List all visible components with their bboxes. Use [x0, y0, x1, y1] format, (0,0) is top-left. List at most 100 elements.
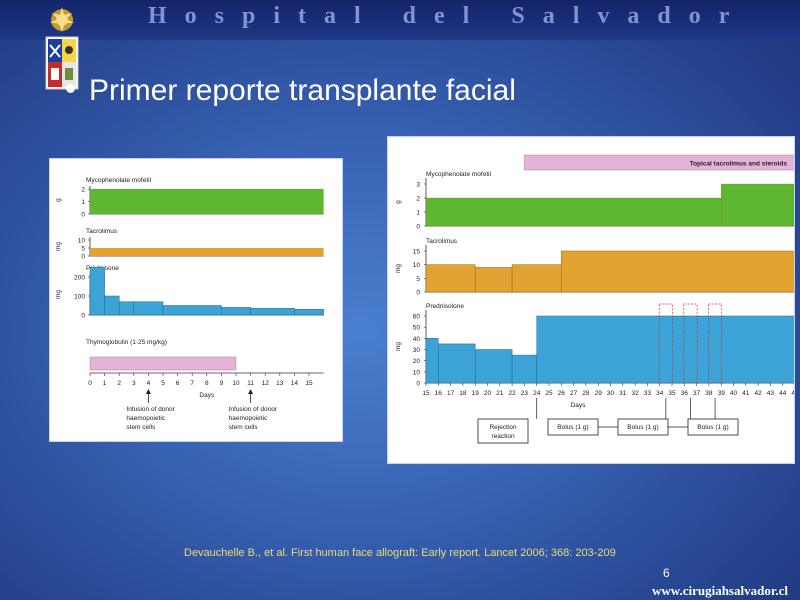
- series-label: Mycophenolate mofetil: [426, 171, 492, 178]
- bar-segment: [474, 267, 513, 293]
- bar-segment: [425, 197, 722, 227]
- bullet-dot: [66, 83, 75, 93]
- x-tick-label: 9: [220, 380, 224, 387]
- y-tick-label: 10: [78, 238, 86, 245]
- bar-segment: [536, 315, 796, 384]
- unit-label: g: [395, 200, 402, 204]
- bolus-marker: [708, 303, 723, 384]
- unit-label: mg: [395, 342, 402, 351]
- x-tick-label: 14: [291, 380, 299, 387]
- x-tick-label: 16: [435, 390, 443, 397]
- event-label: Bolus (1 g): [557, 424, 588, 431]
- bar-segment: [561, 250, 796, 293]
- bar-segment: [89, 356, 237, 371]
- y-tick-label: 1: [416, 210, 420, 217]
- x-tick-label: 32: [631, 390, 639, 397]
- bar-segment: [89, 267, 105, 316]
- unit-label: mg: [395, 264, 402, 273]
- x-tick-label: 42: [754, 390, 762, 397]
- x-tick-label: 27: [570, 390, 578, 397]
- y-tick-label: 0: [416, 224, 420, 231]
- y-tick-label: 0: [81, 313, 85, 320]
- bar-segment: [90, 189, 324, 214]
- y-tick-label: 100: [74, 294, 85, 301]
- series-label: Thymoglobulin (1·25 mg/kg): [86, 339, 167, 346]
- bolus-marker: [658, 303, 673, 384]
- bar-segment: [511, 354, 537, 384]
- y-tick-label: 5: [416, 276, 420, 283]
- y-tick-label: 200: [74, 275, 85, 282]
- bolus-marker: [683, 303, 698, 384]
- x-tick-label: 29: [595, 390, 603, 397]
- bullet-text: Primer reporte transplante facial: [89, 74, 516, 107]
- x-tick-label: 35: [668, 390, 676, 397]
- x-tick-label: 18: [459, 390, 467, 397]
- bar-segment: [425, 264, 476, 293]
- x-tick-label: 45: [791, 390, 794, 397]
- event-label: reaction: [491, 433, 515, 440]
- x-tick-label: 43: [767, 390, 775, 397]
- event-box: [687, 418, 739, 436]
- bar-segment: [90, 248, 324, 256]
- x-tick-label: 10: [232, 380, 240, 387]
- y-tick-label: 5: [81, 246, 85, 253]
- annotation-text: haemopoietic: [229, 415, 268, 422]
- x-tick-label: 11: [247, 380, 254, 387]
- x-tick-label: 40: [730, 390, 738, 397]
- y-tick-label: 10: [413, 369, 421, 376]
- x-tick-label: 0: [88, 380, 92, 387]
- bar-segment: [721, 183, 796, 227]
- x-tick-label: 38: [705, 390, 713, 397]
- y-tick-label: 15: [413, 249, 421, 256]
- y-tick-label: 30: [413, 347, 421, 354]
- bar-segment: [250, 308, 295, 316]
- x-tick-label: 13: [276, 380, 284, 387]
- y-tick-label: 2: [81, 187, 85, 194]
- bar-segment: [104, 295, 120, 316]
- bar-segment: [474, 349, 513, 384]
- y-tick-label: 2: [416, 196, 420, 203]
- bar-segment: [162, 305, 222, 316]
- x-tick-label: 22: [508, 390, 516, 397]
- y-tick-label: 0: [81, 254, 85, 261]
- x-tick-label: 33: [644, 390, 652, 397]
- y-tick-label: 50: [413, 325, 421, 332]
- website-url: www.cirugiahsalvador.cl: [652, 583, 789, 598]
- annotation-text: stem cells: [126, 424, 156, 431]
- x-tick-label: 37: [693, 390, 701, 397]
- citation: Devauchelle B., et al. First human face …: [184, 547, 616, 559]
- x-tick-label: 17: [447, 390, 455, 397]
- x-tick-label: 44: [779, 390, 787, 397]
- x-tick-label: 4: [147, 380, 151, 387]
- header-band: [0, 0, 800, 40]
- y-tick-label: 0: [416, 290, 420, 297]
- unit-label: mg: [55, 290, 62, 299]
- x-tick-label: 36: [681, 390, 689, 397]
- x-tick-label: 5: [161, 380, 165, 387]
- x-tick-label: 39: [718, 390, 726, 397]
- x-tick-label: 20: [484, 390, 492, 397]
- x-tick-label: 21: [496, 390, 504, 397]
- x-tick-label: 30: [607, 390, 615, 397]
- annotation-text: haemopoietic: [126, 415, 165, 422]
- bar-segment: [438, 343, 476, 384]
- right-chart: Topical tacrolimus and steroids Mycopheno…: [395, 154, 799, 444]
- x-tick-label: 3: [132, 380, 136, 387]
- annotation-text: stem cells: [229, 424, 259, 431]
- y-tick-label: 3: [416, 182, 420, 189]
- event-box: [617, 418, 669, 436]
- unit-label: mg: [55, 242, 62, 251]
- series-label: Mycophenolate mofetil: [86, 177, 152, 184]
- y-tick-label: 0: [416, 381, 420, 388]
- university-crest-logo: [45, 7, 79, 90]
- event-box: [477, 418, 529, 444]
- x-tick-label: 8: [205, 380, 209, 387]
- y-tick-label: 20: [413, 358, 421, 365]
- y-tick-label: 0: [81, 212, 85, 219]
- y-tick-label: 40: [413, 336, 421, 343]
- event-label: Bolus (1 g): [697, 424, 728, 431]
- annotation-text: Infusion of donor: [126, 406, 175, 413]
- bar-segment: [294, 309, 324, 316]
- x-tick-label: 19: [472, 390, 480, 397]
- x-tick-label: 1: [103, 380, 107, 387]
